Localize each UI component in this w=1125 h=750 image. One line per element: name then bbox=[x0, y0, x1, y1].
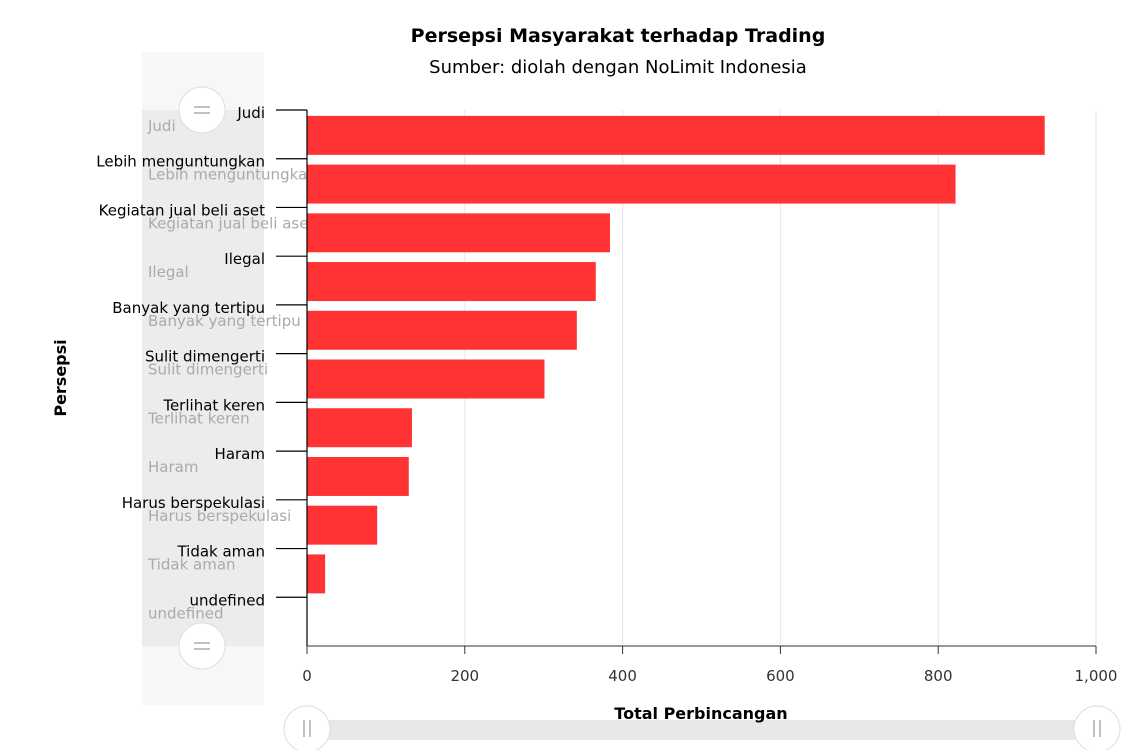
x-tick-label: 600 bbox=[766, 667, 795, 685]
scrollbar-preview-label: Sulit dimengerti bbox=[148, 361, 268, 379]
x-tick-label: 400 bbox=[608, 667, 637, 685]
x-tick-label: 1,000 bbox=[1075, 667, 1118, 685]
bar[interactable] bbox=[307, 213, 610, 253]
scrollbar-preview-label: Banyak yang tertipu bbox=[148, 312, 301, 330]
y-tick-label: Sulit dimengerti bbox=[145, 348, 265, 366]
y-tick-label: Haram bbox=[215, 445, 265, 463]
x-tick-label: 0 bbox=[302, 667, 312, 685]
scroll-handle-right[interactable] bbox=[1073, 705, 1121, 750]
bar[interactable] bbox=[307, 164, 956, 204]
y-axis: Judi Lebih menguntungkan Kegiatan jual bel… bbox=[96, 104, 308, 646]
scroll-handle-bottom[interactable] bbox=[178, 622, 226, 670]
scroll-handle-top[interactable] bbox=[178, 86, 226, 134]
horizontal-scrollbar-track[interactable] bbox=[307, 720, 1097, 740]
bar[interactable] bbox=[307, 456, 409, 496]
x-tick-label: 200 bbox=[450, 667, 479, 685]
bar[interactable] bbox=[307, 359, 545, 399]
bars bbox=[307, 115, 1045, 594]
scrollbar-preview-label: Lebih menguntungkan bbox=[148, 166, 317, 184]
scrollbar-preview-label: Kegiatan jual beli aset bbox=[148, 214, 314, 232]
y-tick-label: Tidak aman bbox=[176, 543, 265, 561]
chart-subtitle: Sumber: diolah dengan NoLimit Indonesia bbox=[429, 57, 807, 78]
scrollbar-preview-label: Terlihat keren bbox=[147, 409, 250, 427]
bar[interactable] bbox=[307, 310, 577, 350]
y-axis-title: Persepsi bbox=[51, 339, 70, 416]
horizontal-scrollbar[interactable] bbox=[283, 705, 1121, 750]
scrollbar-preview-label: undefined bbox=[148, 604, 223, 622]
vertical-scrollbar[interactable]: Judi Lebih menguntungkan Kegiatan jual bel… bbox=[142, 52, 317, 705]
x-tick-label: 800 bbox=[924, 667, 953, 685]
scrollbar-preview-labels: Judi Lebih menguntungkan Kegiatan jual bel… bbox=[147, 117, 317, 622]
scrollbar-preview-label: Harus berspekulasi bbox=[148, 507, 291, 525]
scrollbar-preview-label: Ilegal bbox=[148, 263, 189, 281]
scroll-handle-left[interactable] bbox=[283, 705, 331, 750]
y-tick-label: Lebih menguntungkan bbox=[96, 153, 265, 171]
bar[interactable] bbox=[307, 554, 326, 594]
bar[interactable] bbox=[307, 505, 378, 545]
y-tick-label: Terlihat keren bbox=[162, 396, 265, 414]
y-tick-label: Harus berspekulasi bbox=[122, 494, 265, 512]
bar[interactable] bbox=[307, 408, 412, 448]
x-axis: 0 200 400 600 800 1,000 bbox=[302, 645, 1118, 685]
bar[interactable] bbox=[307, 115, 1045, 155]
y-tick-label: Ilegal bbox=[224, 250, 265, 268]
y-tick-label: Kegiatan jual beli aset bbox=[99, 201, 265, 219]
vertical-scrollbar-thumb[interactable] bbox=[142, 110, 264, 646]
y-tick-label: undefined bbox=[190, 591, 265, 609]
bar[interactable] bbox=[307, 262, 596, 302]
scrollbar-preview-label: Tidak aman bbox=[147, 556, 236, 574]
scrollbar-preview-label: Haram bbox=[148, 458, 198, 476]
x-axis-title: Total Perbincangan bbox=[614, 704, 787, 723]
chart-title: Persepsi Masyarakat terhadap Trading bbox=[410, 25, 826, 47]
scrollbar-preview-label: Judi bbox=[147, 117, 176, 135]
y-tick-label: Banyak yang tertipu bbox=[112, 299, 265, 317]
y-tick-label: Judi bbox=[236, 104, 265, 122]
